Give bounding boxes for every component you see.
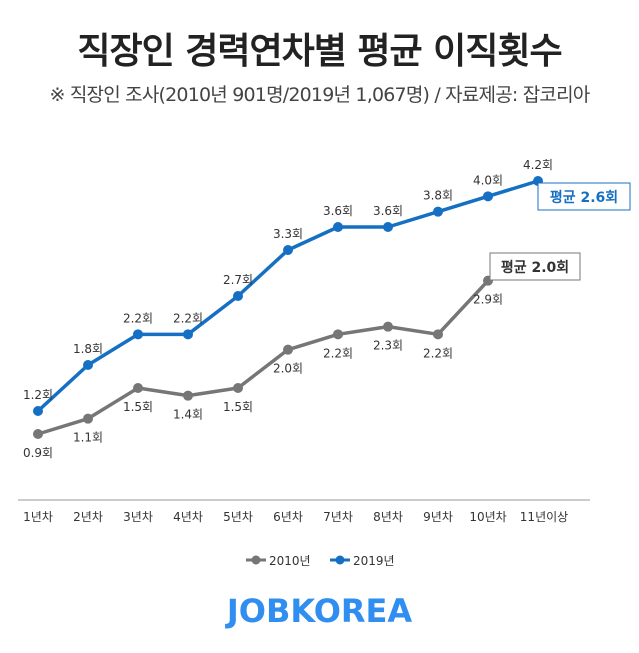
x-tick-label: 11년이상 xyxy=(520,510,568,524)
chart-title: 직장인 경력연차별 평균 이직횟수 xyxy=(77,31,562,72)
x-tick-label: 4년차 xyxy=(173,510,203,524)
data-point xyxy=(433,206,443,217)
data-label: 3.6회 xyxy=(323,204,353,218)
data-label: 3.8회 xyxy=(423,189,453,203)
legend-swatch-dot xyxy=(251,555,261,565)
data-label: 2.2회 xyxy=(423,346,453,360)
data-point xyxy=(83,359,93,370)
data-label: 1.8회 xyxy=(73,342,103,356)
data-label: 0.9회 xyxy=(23,446,53,460)
legend-label: 2010년 xyxy=(269,554,311,568)
data-label: 2.2회 xyxy=(123,311,153,325)
series-line xyxy=(37,279,490,436)
x-tick-label: 2년차 xyxy=(73,510,103,524)
data-point xyxy=(333,221,343,232)
data-point xyxy=(383,321,393,332)
legend-swatch-dot xyxy=(335,555,345,565)
x-tick-label: 5년차 xyxy=(223,510,253,524)
data-label: 1.5회 xyxy=(223,400,253,414)
x-tick-label: 10년차 xyxy=(469,510,506,524)
data-point xyxy=(83,413,93,424)
average-label: 평균 2.6회 xyxy=(550,189,618,206)
x-tick-label: 9년차 xyxy=(423,510,453,524)
average-box xyxy=(489,252,581,281)
data-point xyxy=(233,290,243,301)
data-point xyxy=(333,329,343,340)
series-line xyxy=(36,179,539,413)
data-label: 2.2회 xyxy=(173,311,203,325)
legend-item: 2010년 xyxy=(246,554,311,568)
x-tick-label: 3년차 xyxy=(123,510,153,524)
data-point xyxy=(33,405,43,416)
data-label: 3.6회 xyxy=(373,204,403,218)
data-point xyxy=(383,221,393,232)
data-label: 3.3회 xyxy=(273,227,303,241)
series-2010년: 0.9회 1.1회 1.5회 1.4회 1.5회 2.0회 2.2회 2.3회 2.2회 2.9회… xyxy=(23,252,581,460)
data-point xyxy=(183,329,193,340)
data-label: 2.0회 xyxy=(273,362,303,376)
data-point xyxy=(283,344,293,355)
x-tick-label: 7년차 xyxy=(323,510,353,524)
line-chart: 1년차 2년차 3년차 4년차 5년차 6년차 7년차 8년차 9년차 10년차 11년이상 0.9회… xyxy=(18,158,631,568)
data-point xyxy=(233,382,243,393)
data-label: 2.2회 xyxy=(323,346,353,360)
data-point xyxy=(33,428,43,439)
series-2019년: 1.2회 1.8회 2.2회 2.2회 2.7회 3.3회 3.6회 3.6회 3.8회 4.0회… xyxy=(23,158,631,416)
data-label: 4.2회 xyxy=(523,158,553,172)
chart-subtitle: ※ 직장인 조사(2010년 901명/2019년 1,067명) / 자료제공… xyxy=(49,84,591,106)
data-point xyxy=(183,390,193,401)
x-tick-label: 8년차 xyxy=(373,510,403,524)
average-label: 평균 2.0회 xyxy=(501,259,569,276)
data-label: 1.1회 xyxy=(73,431,103,445)
data-point xyxy=(283,244,293,255)
data-label: 4.0회 xyxy=(473,173,503,187)
data-label: 1.4회 xyxy=(173,408,203,422)
average-box xyxy=(537,182,631,211)
data-label: 1.2회 xyxy=(23,388,53,402)
data-point xyxy=(133,329,143,340)
data-label: 2.3회 xyxy=(373,339,403,353)
data-label: 2.9회 xyxy=(473,293,503,307)
x-tick-label: 6년차 xyxy=(273,510,303,524)
data-label: 2.7회 xyxy=(223,273,253,287)
legend-item: 2019년 xyxy=(330,554,395,568)
jobkorea-logo: JOBKOREA xyxy=(226,592,413,630)
data-point xyxy=(483,191,493,202)
data-point xyxy=(133,382,143,393)
legend-label: 2019년 xyxy=(353,554,395,568)
data-label: 1.5회 xyxy=(123,400,153,414)
data-point xyxy=(433,329,443,340)
x-tick-label: 1년차 xyxy=(23,510,53,524)
